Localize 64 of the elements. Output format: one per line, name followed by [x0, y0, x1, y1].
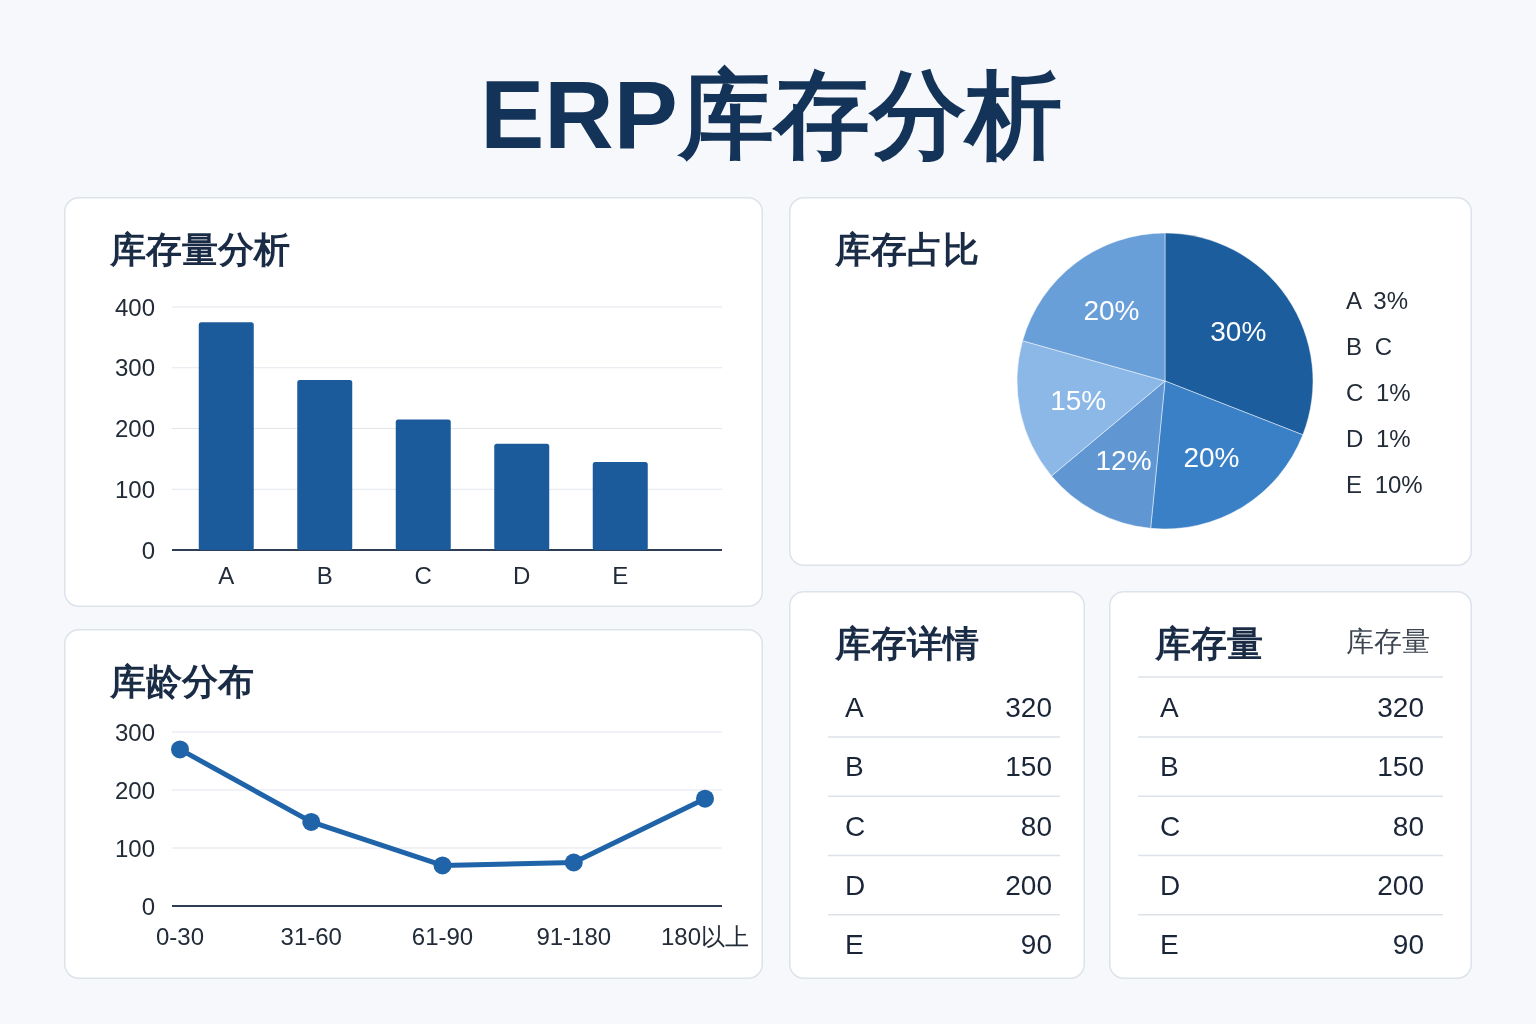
data-label: 80 [1020, 810, 1052, 842]
bar [198, 322, 254, 550]
data-label: 320 [1005, 692, 1052, 723]
x-tick-label: 91-180 [536, 923, 612, 950]
data-label: 200 [1005, 869, 1052, 901]
text: A 3% [1346, 287, 1409, 314]
data-label: 30% [1210, 315, 1267, 347]
y-tick-label: 0 [141, 892, 155, 920]
y-tick-label: 300 [114, 354, 155, 382]
category-label: B [845, 751, 864, 783]
data-label: 20% [1083, 295, 1140, 327]
category-label: A [1160, 692, 1179, 723]
category-label: C [845, 810, 866, 842]
category-label: C [1160, 810, 1181, 842]
text: 库存量 [1154, 623, 1263, 664]
data-label: 90 [1020, 929, 1052, 960]
bar [494, 443, 550, 550]
text: 库存详情 [834, 623, 979, 664]
x-tick-label: 31-60 [280, 923, 342, 950]
text: B C [1346, 333, 1393, 360]
y-tick-label: 200 [114, 415, 155, 442]
x-tick-label: C [414, 562, 432, 589]
y-tick-label: 300 [114, 718, 155, 746]
y-tick-label: 400 [114, 293, 155, 321]
text: 库存量 [1346, 626, 1430, 657]
point [433, 856, 452, 875]
data-label: 320 [1377, 692, 1424, 723]
x-tick-label: D [513, 562, 531, 589]
chart-title: 库存量分析 [109, 229, 290, 270]
chart-title: 库龄分布 [109, 661, 254, 702]
y-tick-label: 0 [141, 536, 155, 564]
point [564, 853, 583, 872]
x-tick-label: 61-90 [411, 923, 474, 950]
chart-title: 库存占比 [834, 229, 979, 270]
y-tick-label: 200 [114, 776, 155, 804]
data-label: 12% [1095, 444, 1152, 476]
category-label: A [845, 692, 864, 723]
point [171, 740, 189, 759]
data-label: 15% [1050, 384, 1107, 416]
text: E 10% [1346, 471, 1423, 498]
x-tick-label: 0-30 [155, 923, 205, 950]
x-tick-label: 180以上 [660, 923, 750, 950]
x-tick-label: A [218, 562, 235, 589]
category-label: D [1160, 869, 1181, 901]
text: C 1% [1346, 379, 1411, 406]
point [696, 789, 714, 808]
text: ERP库存分析 [480, 61, 1062, 168]
data-label: 200 [1377, 869, 1424, 901]
category-label: D [845, 869, 866, 901]
data-label: 20% [1183, 441, 1240, 473]
x-tick-label: E [612, 562, 629, 589]
bar [592, 461, 648, 550]
bar [297, 379, 353, 550]
data-label: 90 [1392, 929, 1424, 960]
point [302, 812, 321, 831]
y-tick-label: 100 [114, 475, 155, 503]
text: D 1% [1346, 425, 1411, 452]
data-label: 150 [1377, 751, 1424, 783]
x-tick-label: B [316, 562, 333, 589]
y-tick-label: 100 [114, 834, 155, 862]
bar [395, 419, 451, 550]
category-label: B [1160, 751, 1179, 783]
data-label: 80 [1392, 810, 1424, 842]
data-label: 150 [1005, 751, 1052, 783]
